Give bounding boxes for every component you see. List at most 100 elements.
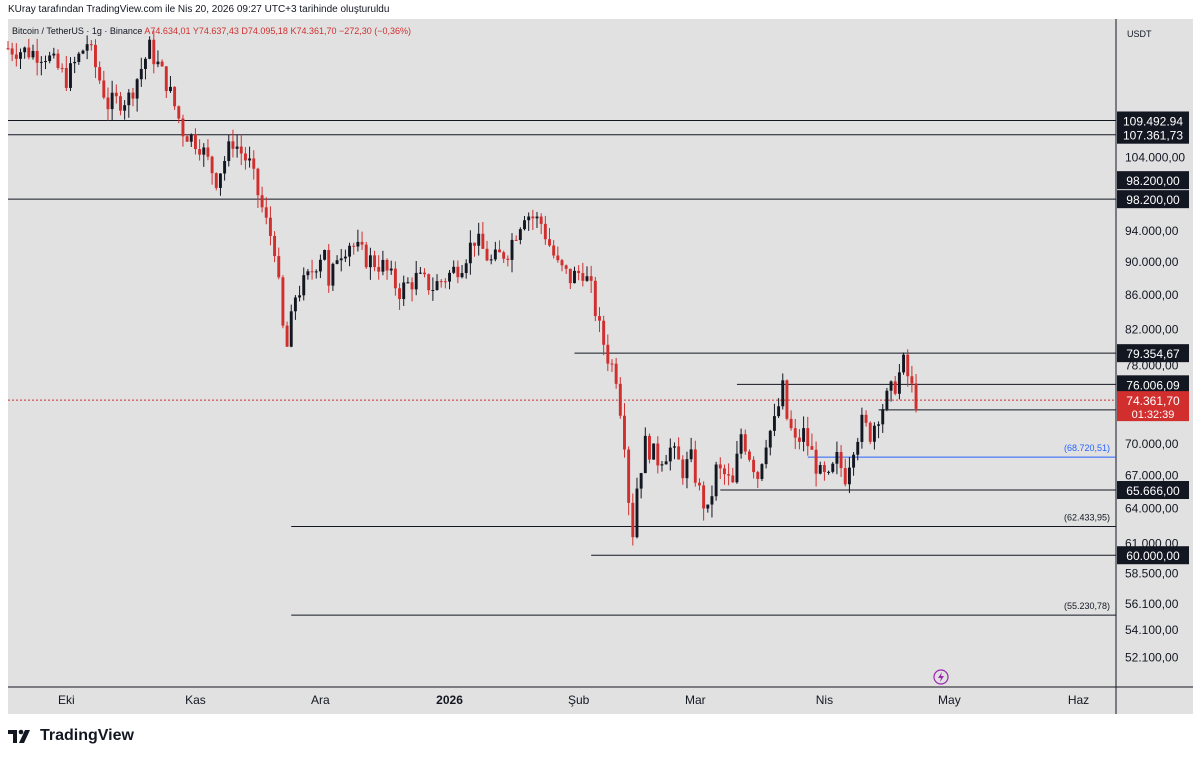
candle-body[interactable] — [772, 416, 776, 431]
candle-body[interactable] — [718, 464, 722, 469]
candle-body[interactable] — [664, 461, 668, 465]
candle-body[interactable] — [793, 428, 797, 438]
candle-body[interactable] — [485, 248, 489, 261]
candle-body[interactable] — [177, 106, 181, 119]
candle-body[interactable] — [260, 195, 264, 208]
candle-body[interactable] — [885, 390, 889, 410]
candle-body[interactable] — [35, 50, 39, 63]
candle-body[interactable] — [6, 48, 10, 50]
candle-body[interactable] — [872, 425, 876, 442]
symbol-name[interactable]: Bitcoin / TetherUS · 1g · Binance — [12, 26, 143, 36]
candle-body[interactable] — [27, 47, 31, 58]
candle-body[interactable] — [19, 52, 22, 59]
candle-body[interactable] — [452, 266, 456, 273]
candle-body[interactable] — [727, 474, 731, 476]
candle-body[interactable] — [456, 266, 460, 278]
candle-body[interactable] — [802, 428, 806, 442]
candle-body[interactable] — [606, 344, 610, 364]
candle-body[interactable] — [877, 424, 881, 426]
candle-body[interactable] — [752, 459, 756, 473]
candle-body[interactable] — [514, 239, 518, 241]
candle-body[interactable] — [648, 435, 651, 460]
candle-body[interactable] — [98, 67, 102, 81]
candle-body[interactable] — [531, 216, 535, 219]
candle-body[interactable] — [593, 280, 597, 317]
candle-body[interactable] — [289, 311, 293, 347]
candle-body[interactable] — [693, 449, 697, 483]
candle-body[interactable] — [827, 471, 831, 473]
candle-body[interactable] — [114, 92, 118, 97]
candle-body[interactable] — [835, 452, 839, 464]
candle-body[interactable] — [323, 249, 327, 260]
candle-body[interactable] — [131, 92, 135, 99]
candle-body[interactable] — [293, 297, 297, 312]
candle-body[interactable] — [698, 482, 701, 486]
candle-body[interactable] — [368, 255, 372, 268]
candle-body[interactable] — [443, 281, 447, 283]
candle-body[interactable] — [589, 276, 593, 281]
candle-body[interactable] — [614, 363, 618, 384]
candle-body[interactable] — [44, 61, 47, 63]
candle-body[interactable] — [318, 259, 322, 272]
candle-body[interactable] — [398, 288, 402, 300]
candle-body[interactable] — [685, 459, 689, 479]
candle-body[interactable] — [223, 160, 227, 174]
candle-body[interactable] — [14, 54, 18, 59]
candle-body[interactable] — [423, 272, 426, 275]
candle-body[interactable] — [731, 475, 735, 483]
candle-body[interactable] — [722, 468, 726, 475]
candle-body[interactable] — [448, 272, 451, 282]
candle-body[interactable] — [52, 53, 56, 56]
candle-body[interactable] — [785, 380, 789, 419]
candle-body[interactable] — [852, 454, 856, 468]
candle-body[interactable] — [502, 252, 506, 259]
candle-body[interactable] — [94, 44, 97, 68]
candle-body[interactable] — [331, 263, 335, 286]
candle-body[interactable] — [227, 141, 231, 161]
candle-body[interactable] — [356, 241, 360, 247]
candle-body[interactable] — [652, 443, 656, 460]
candle-body[interactable] — [564, 265, 568, 269]
candle-body[interactable] — [389, 268, 393, 271]
candle-body[interactable] — [747, 451, 751, 460]
candle-body[interactable] — [110, 92, 114, 110]
candle-body[interactable] — [481, 233, 485, 249]
candle-body[interactable] — [193, 134, 197, 150]
candle-body[interactable] — [510, 239, 514, 260]
candle-body[interactable] — [506, 258, 510, 260]
candle-body[interactable] — [218, 173, 222, 188]
candle-body[interactable] — [889, 381, 893, 391]
candle-body[interactable] — [735, 453, 739, 483]
candle-body[interactable] — [106, 97, 110, 110]
candle-body[interactable] — [839, 452, 843, 469]
candle-body[interactable] — [914, 383, 918, 409]
candle-body[interactable] — [623, 415, 626, 450]
candle-body[interactable] — [897, 372, 901, 394]
candle-body[interactable] — [902, 354, 906, 373]
lightning-icon[interactable] — [933, 669, 949, 685]
candle-body[interactable] — [402, 282, 406, 300]
candle-body[interactable] — [598, 316, 601, 321]
candle-body[interactable] — [119, 96, 122, 111]
candle-body[interactable] — [739, 434, 743, 454]
candle-body[interactable] — [256, 168, 260, 196]
candle-body[interactable] — [814, 449, 818, 474]
candle-body[interactable] — [581, 273, 585, 281]
candle-body[interactable] — [348, 245, 352, 257]
candle-body[interactable] — [673, 446, 676, 448]
candle-body[interactable] — [77, 53, 81, 62]
candle-body[interactable] — [689, 449, 693, 460]
candle-body[interactable] — [756, 472, 760, 479]
candle-body[interactable] — [489, 259, 493, 261]
candle-body[interactable] — [797, 437, 801, 442]
candle-body[interactable] — [418, 272, 422, 274]
candle-body[interactable] — [864, 414, 868, 423]
candle-body[interactable] — [548, 239, 551, 246]
candle-body[interactable] — [73, 61, 77, 64]
candle-body[interactable] — [439, 281, 443, 283]
candle-body[interactable] — [81, 50, 85, 54]
candle-body[interactable] — [822, 465, 826, 473]
candle-body[interactable] — [189, 134, 193, 142]
candle-body[interactable] — [714, 464, 718, 497]
candle-body[interactable] — [381, 259, 385, 272]
